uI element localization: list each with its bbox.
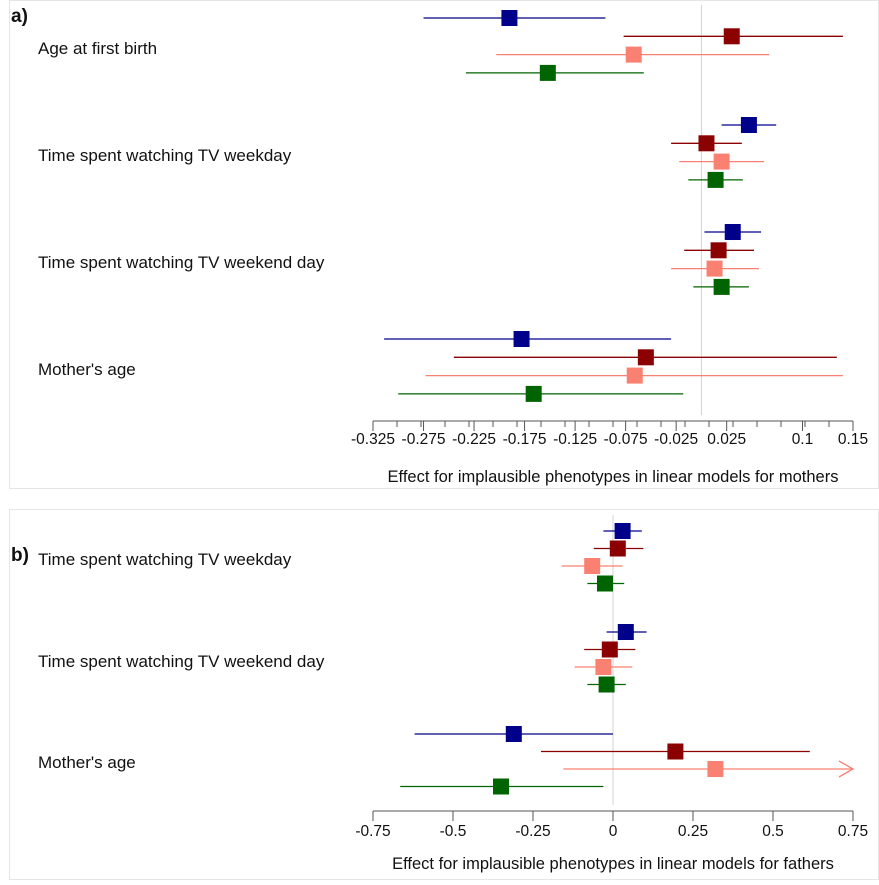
point-estimate <box>597 575 613 592</box>
point-estimate <box>706 260 723 277</box>
point-estimate <box>598 676 615 693</box>
point-estimate <box>501 10 518 26</box>
point-estimate <box>637 349 654 366</box>
group-label: Mother's age <box>38 360 136 379</box>
group-label: Age at first birth <box>38 39 157 58</box>
x-tick-label: -0.275 <box>402 431 446 448</box>
x-tick-label: 0.5 <box>762 823 784 840</box>
point-estimate <box>710 242 727 259</box>
x-tick-label: -0.125 <box>553 431 597 448</box>
panel-label: b) <box>11 545 29 566</box>
point-estimate <box>584 558 601 574</box>
panel-label: a) <box>11 6 28 27</box>
point-estimate <box>724 224 741 240</box>
x-tick-label: -0.25 <box>515 823 550 840</box>
point-estimate <box>707 171 724 188</box>
x-tick-label: -0.025 <box>654 431 698 448</box>
point-estimate <box>609 540 626 557</box>
x-axis-title: Effect for implausible phenotypes in lin… <box>392 855 834 873</box>
point-estimate <box>614 523 631 539</box>
point-estimate <box>723 28 740 45</box>
x-axis-title: Effect for implausible phenotypes in lin… <box>388 468 839 486</box>
point-estimate <box>740 117 757 133</box>
x-tick-label: 0.25 <box>678 823 708 840</box>
point-estimate <box>595 659 612 675</box>
panel-a-frame <box>9 0 879 489</box>
point-estimate <box>539 64 556 81</box>
point-estimate <box>513 331 530 347</box>
x-tick-label: 0.15 <box>838 431 868 448</box>
x-tick-label: -0.5 <box>440 823 467 840</box>
x-tick-label: -0.75 <box>355 823 390 840</box>
point-estimate <box>707 761 724 777</box>
group-label: Time spent watching TV weekday <box>38 550 292 569</box>
point-estimate <box>625 46 642 63</box>
x-tick-label: 0 <box>609 823 618 840</box>
x-tick-label: -0.325 <box>351 431 395 448</box>
panel-a: a) Age at first birth Time spent watching … <box>11 5 868 486</box>
point-estimate <box>525 385 542 402</box>
ci-arrow <box>838 760 855 778</box>
panel-b: b) Time spent watching TV weekday Time spe… <box>11 515 868 873</box>
x-tick-label: -0.075 <box>604 431 648 448</box>
point-estimate <box>493 778 509 795</box>
group-label: Time spent watching TV weekday <box>38 146 292 165</box>
group-label: Time spent watching TV weekend day <box>38 253 325 272</box>
x-tick-label: -0.175 <box>503 431 547 448</box>
point-estimate <box>713 278 730 295</box>
point-estimate <box>505 726 522 742</box>
group-label: Mother's age <box>38 753 136 772</box>
group-label: Time spent watching TV weekend day <box>38 652 325 671</box>
x-tick-label: 0.025 <box>707 431 746 448</box>
x-tick-label: 0.75 <box>838 823 868 840</box>
point-estimate <box>713 153 730 170</box>
point-estimate <box>667 743 684 760</box>
x-tick-label: -0.225 <box>452 431 496 448</box>
x-tick-label: 0.1 <box>792 431 814 448</box>
point-estimate <box>601 641 618 658</box>
point-estimate <box>626 367 643 384</box>
point-estimate <box>617 624 634 640</box>
point-estimate <box>698 135 715 152</box>
